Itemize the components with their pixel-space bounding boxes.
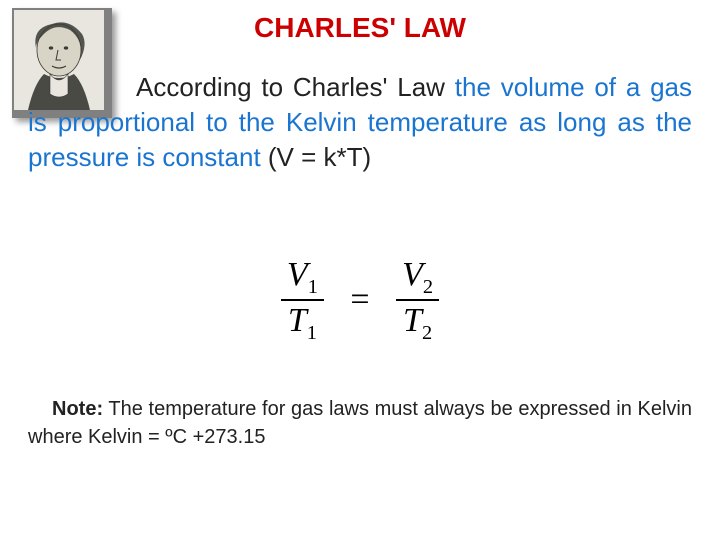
note-text: The temperature for gas laws must always… bbox=[28, 398, 692, 448]
note-paragraph: Note: The temperature for gas laws must … bbox=[28, 395, 692, 451]
eq-v1-var: V bbox=[287, 256, 308, 293]
eq-t2-sub: 2 bbox=[422, 322, 432, 344]
slide-title: CHARLES' LAW bbox=[0, 12, 720, 44]
equation: V1 T1 = V2 T2 bbox=[0, 255, 720, 346]
eq-t1-var: T bbox=[288, 302, 307, 339]
eq-t1-sub: 1 bbox=[307, 322, 317, 344]
paragraph-lead: According to Charles' Law bbox=[136, 72, 455, 102]
paragraph-tail: (V = k*T) bbox=[261, 142, 372, 172]
fraction-right: V2 T2 bbox=[396, 255, 439, 346]
eq-v1-sub: 1 bbox=[308, 276, 318, 298]
eq-v2-sub: 2 bbox=[423, 276, 433, 298]
eq-v2-var: V bbox=[402, 256, 423, 293]
main-paragraph: According to Charles' Law the volume of … bbox=[28, 70, 692, 175]
fraction-left: V1 T1 bbox=[281, 255, 324, 346]
eq-t2-var: T bbox=[403, 302, 422, 339]
note-label: Note: bbox=[52, 398, 103, 420]
equals-sign: = bbox=[344, 281, 375, 319]
